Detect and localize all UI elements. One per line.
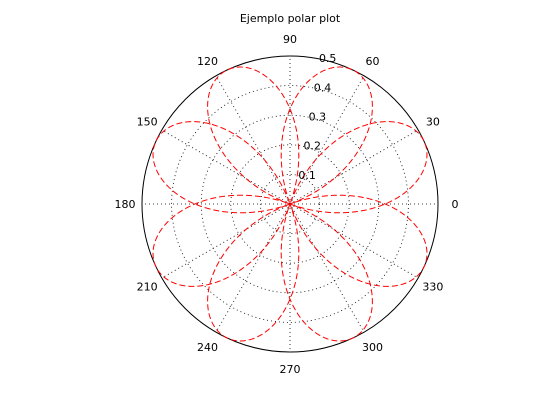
angle-grid-line [161, 203, 291, 279]
radial-tick-label: 0.3 [309, 111, 327, 124]
angle-grid-line [161, 129, 291, 205]
radial-grid-circle [259, 173, 320, 234]
label-layer: 0 30 60 90 120 150 180 210 240 270 300 330 0.1 0.2 0.3… [115, 33, 459, 376]
angle-tick-label: 210 [137, 281, 158, 294]
angle-grid-line [289, 75, 365, 205]
radial-tick-label: 0.5 [319, 52, 337, 65]
angle-grid-line [289, 203, 419, 279]
angle-tick-label: 90 [283, 33, 297, 46]
angle-tick-label: 270 [280, 363, 301, 376]
angle-grid-line [289, 203, 365, 333]
series-rose-b [152, 66, 428, 342]
angle-tick-label: 330 [422, 281, 443, 294]
series-layer [152, 66, 428, 342]
grid-layer [141, 55, 439, 353]
radial-tick-label: 0.4 [314, 81, 332, 94]
angle-tick-label: 300 [362, 341, 383, 354]
angle-grid-line [215, 203, 291, 333]
angle-grid-line [215, 75, 291, 205]
angle-tick-label: 30 [426, 116, 440, 129]
chart-title: Ejemplo polar plot [240, 12, 341, 25]
angle-tick-label: 150 [137, 116, 158, 129]
angle-tick-label: 0 [452, 198, 459, 211]
radial-tick-label: 0.1 [298, 169, 316, 182]
angle-tick-label: 120 [197, 55, 218, 68]
angle-tick-label: 240 [197, 341, 218, 354]
angle-tick-label: 60 [366, 55, 380, 68]
angle-tick-label: 180 [115, 198, 136, 211]
angle-grid-line [289, 129, 419, 205]
outer-axis-circle [141, 55, 439, 353]
radial-tick-label: 0.2 [304, 140, 322, 153]
radial-grid-circle [230, 144, 350, 264]
